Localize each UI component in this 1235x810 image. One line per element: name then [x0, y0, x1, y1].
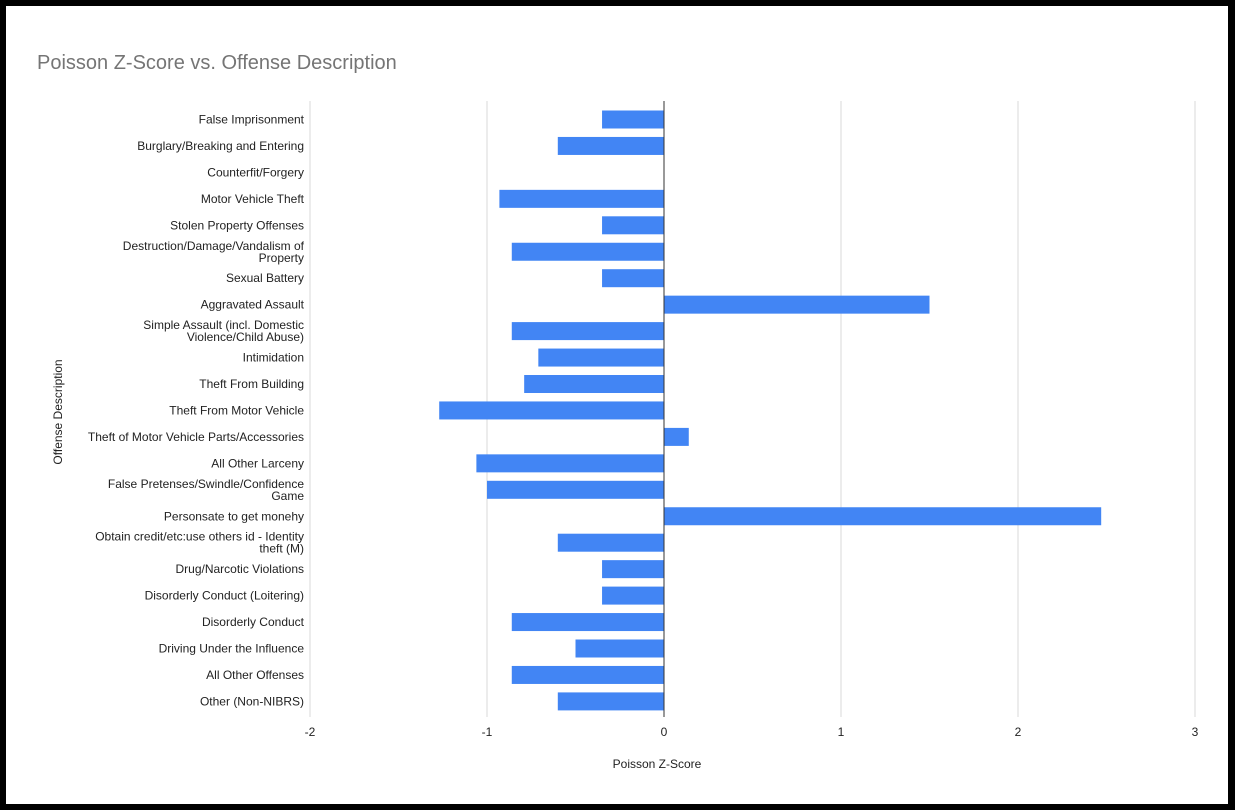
y-axis-label: Offense Description [51, 359, 65, 464]
category-label: Motor Vehicle Theft [201, 192, 305, 206]
bar [538, 348, 664, 367]
bar [487, 480, 664, 499]
category-label: Theft From Building [199, 377, 304, 391]
category-label: Drug/Narcotic Violations [175, 562, 304, 576]
category-label: Personsate to get monehy [164, 509, 304, 523]
bar [557, 533, 664, 552]
bar [511, 242, 664, 261]
x-tick-label: 0 [661, 725, 668, 739]
bar [439, 401, 664, 420]
bar [511, 665, 664, 684]
bar [557, 136, 664, 155]
x-axis-label: Poisson Z-Score [613, 757, 702, 771]
bar [476, 454, 664, 473]
bar [602, 586, 664, 605]
bar [664, 507, 1102, 526]
bar [557, 692, 664, 711]
category-label: Disorderly Conduct [202, 615, 305, 629]
bar [602, 110, 664, 129]
category-label: Disorderly Conduct (Loitering) [145, 589, 304, 603]
category-label: False Imprisonment [199, 113, 305, 127]
x-tick-label: -2 [305, 725, 316, 739]
x-tick-label: 1 [838, 725, 845, 739]
category-label: Destruction/Damage/Vandalism of Property [123, 239, 305, 265]
category-label: Theft of Motor Vehicle Parts/Accessories [88, 430, 304, 444]
bars [439, 110, 1102, 711]
bar [575, 639, 664, 658]
category-label: Obtain credit/etc:use others id - Identi… [95, 530, 304, 556]
category-label: Theft From Motor Vehicle [169, 403, 304, 417]
category-label: All Other Offenses [206, 668, 304, 682]
category-label: Aggravated Assault [201, 298, 305, 312]
bar [524, 375, 664, 393]
category-label: Stolen Property Offenses [170, 218, 304, 232]
chart-frame: Poisson Z-Score vs. Offense Description … [6, 6, 1228, 804]
x-tick-label: 3 [1192, 725, 1199, 739]
bar [511, 613, 664, 632]
x-tick-labels: -2 -1 0 1 2 3 [305, 725, 1199, 739]
bar [499, 189, 664, 208]
x-tick-label: 2 [1015, 725, 1022, 739]
category-label: Other (Non-NIBRS) [200, 694, 304, 708]
x-tick-label: -1 [482, 725, 493, 739]
category-label: Sexual Battery [226, 271, 304, 285]
category-label: Driving Under the Influence [159, 642, 305, 656]
category-label: Simple Assault (incl. Domestic Violence/C… [143, 318, 304, 344]
bar [602, 560, 664, 579]
bar-chart: False Imprisonment Burglary/Breaking and … [51, 101, 1199, 771]
bar [511, 322, 664, 341]
bar [664, 295, 930, 314]
category-label: All Other Larceny [211, 456, 304, 470]
category-label: Burglary/Breaking and Entering [137, 139, 304, 153]
bar [602, 216, 664, 235]
category-label: False Pretenses/Swindle/Confidence Game [108, 477, 304, 503]
bar [664, 427, 689, 446]
category-label: Counterfit/Forgery [207, 165, 304, 179]
category-label: Intimidation [243, 351, 304, 365]
chart-title: Poisson Z-Score vs. Offense Description [37, 52, 397, 74]
bar [602, 269, 664, 288]
category-labels: False Imprisonment Burglary/Breaking and … [88, 113, 305, 709]
